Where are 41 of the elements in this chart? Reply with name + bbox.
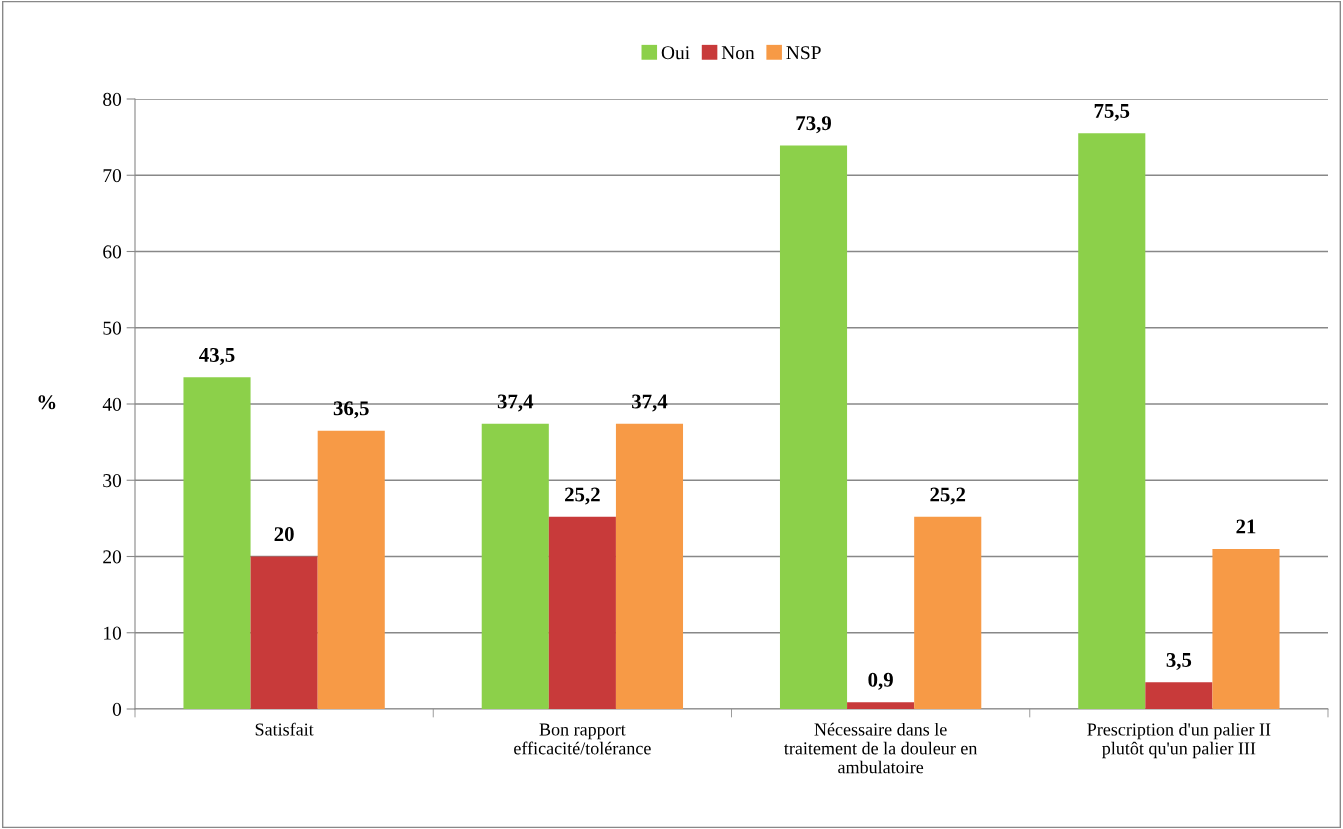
bar xyxy=(548,516,616,709)
data-label: 36,5 xyxy=(333,401,369,419)
y-tick-label: 50 xyxy=(103,321,122,335)
data-label: 0,9 xyxy=(868,672,893,690)
data-label: 25,2 xyxy=(565,487,600,505)
data-label: 37,4 xyxy=(497,394,534,412)
data-label: 43,5 xyxy=(199,347,235,365)
bar xyxy=(1078,133,1146,709)
bar xyxy=(183,377,251,709)
bar xyxy=(615,423,684,709)
data-label: 21 xyxy=(1236,519,1256,534)
legend-label: Oui xyxy=(661,46,690,60)
y-tick-label: 80 xyxy=(103,92,122,106)
x-tick-label: Satisfait xyxy=(255,722,314,736)
y-tick-label: 40 xyxy=(102,397,122,411)
data-label: 3,5 xyxy=(1166,652,1192,670)
y-tick-label: 10 xyxy=(104,626,122,640)
bar xyxy=(250,556,318,709)
bar xyxy=(317,430,385,709)
y-tick-label: 0 xyxy=(112,702,122,716)
y-axis-title: % xyxy=(38,395,56,410)
data-label: 73,9 xyxy=(796,116,831,134)
y-tick-label: 30 xyxy=(103,474,122,488)
legend-label: Non xyxy=(721,46,755,60)
bar xyxy=(914,516,982,709)
data-label: 37,4 xyxy=(632,394,668,412)
x-tick-label: Nécessaire dans le traitement de la douleur en ambulatoire xyxy=(784,722,978,774)
data-label: 75,5 xyxy=(1094,104,1130,121)
bar xyxy=(1145,682,1213,709)
bar xyxy=(1212,548,1280,709)
y-tick-label: 60 xyxy=(103,245,122,259)
bar xyxy=(779,145,848,709)
x-tick-label: Bon rapport efficacité/tolérance xyxy=(514,723,651,755)
data-label: 20 xyxy=(274,527,294,542)
bar xyxy=(481,423,549,709)
y-tick-label: 70 xyxy=(103,169,122,183)
y-tick-label: 20 xyxy=(103,550,122,564)
data-label: 25,2 xyxy=(930,487,966,505)
x-tick-label: Prescription d'un palier II plutôt qu'un palier III xyxy=(1087,722,1271,759)
bar xyxy=(847,702,915,709)
legend-label: NSP xyxy=(786,46,821,60)
